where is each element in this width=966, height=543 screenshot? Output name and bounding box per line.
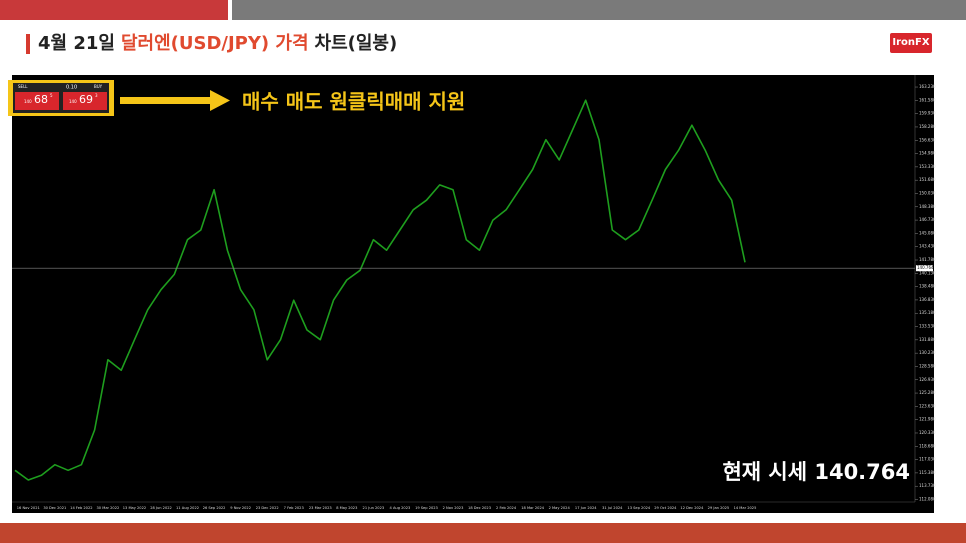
- current-price-note: 현재 시세 140.764: [722, 460, 910, 484]
- y-tick-label: 126.930: [919, 377, 936, 382]
- y-tick-label: 112.080: [919, 497, 936, 502]
- y-tick-label: 145.080: [919, 230, 936, 235]
- x-tick-label: 2 Feb 2024: [496, 506, 517, 510]
- x-tick-label: 23 Dec 2022: [256, 506, 279, 510]
- x-tick-label: 2 May 2024: [549, 506, 571, 510]
- y-tick-label: 156.630: [919, 137, 936, 142]
- y-tick-label: 117.030: [919, 457, 936, 462]
- y-tick-label: 161.580: [919, 97, 936, 102]
- title-part: 4월 21일: [38, 33, 115, 54]
- y-tick-label: 125.280: [919, 390, 936, 395]
- y-tick-label: 128.580: [919, 363, 936, 368]
- y-tick-label: 158.280: [919, 124, 936, 129]
- y-tick-label: 148.380: [919, 204, 936, 209]
- x-tick-label: 9 Nov 2022: [230, 506, 251, 510]
- x-tick-label: 19 Sep 2023: [415, 506, 438, 510]
- sell-pips: 68: [34, 93, 48, 106]
- x-tick-label: 30 Mar 2022: [97, 506, 120, 510]
- y-tick-label: 131.880: [919, 337, 936, 342]
- current-price-box: [916, 265, 933, 272]
- y-tick-label: 141.780: [919, 257, 936, 262]
- lot-size: 0.10: [66, 85, 77, 91]
- x-tick-label: 7 Feb 2023: [284, 506, 304, 510]
- buy-button[interactable]: [63, 92, 107, 110]
- y-tick-label: 140.130: [919, 270, 936, 275]
- x-tick-label: 29 Oct 2024: [654, 506, 677, 510]
- y-tick-label: 133.530: [919, 324, 936, 329]
- y-tick-label: 121.980: [919, 417, 936, 422]
- top-bar-gray: [232, 0, 966, 20]
- x-tick-label: 13 May 2022: [123, 506, 146, 510]
- x-tick-label: 12 Dec 2024: [680, 506, 704, 510]
- x-tick-label: 28 Jun 2022: [150, 506, 172, 510]
- x-tick-label: 16 Nov 2021: [17, 506, 40, 510]
- x-tick-label: 26 Sep 2022: [203, 506, 226, 510]
- top-bar-red: [0, 0, 228, 20]
- x-tick-label: 18 Dec 2023: [468, 506, 491, 510]
- callout: 매수 매도 원클릭매매 지원: [242, 90, 465, 114]
- y-tick-label: 151.680: [919, 177, 936, 182]
- title-highlight: 달러엔(USD/JPY) 가격: [120, 33, 309, 54]
- price-line: [14, 99, 746, 481]
- x-tick-label: 4 Aug 2023: [390, 506, 411, 510]
- y-tick-label: 150.030: [919, 190, 936, 195]
- y-tick-label: 163.230: [919, 84, 936, 89]
- sell-label: SELL: [18, 84, 28, 89]
- y-tick-label: 130.230: [919, 350, 936, 355]
- x-tick-label: 14 Mar 2025: [734, 506, 757, 510]
- y-tick-label: 115.380: [919, 470, 936, 475]
- x-tick-label: 23 Mar 2023: [309, 506, 332, 510]
- y-tick-label: 113.730: [919, 483, 936, 488]
- arrow-shaft: [120, 97, 212, 104]
- x-tick-label: 21 Jun 2023: [363, 506, 385, 510]
- slide-title: 4월 21일 달러엔(USD/JPY) 가격 차트(일봉): [26, 34, 403, 54]
- current-price-label: 140.764: [917, 265, 934, 270]
- y-tick-label: 123.630: [919, 403, 936, 408]
- y-tick-label: 153.330: [919, 164, 936, 169]
- chart-panel: [12, 75, 934, 513]
- x-tick-label: 29 Jan 2025: [708, 506, 730, 510]
- buy-fraction: 3: [95, 93, 98, 98]
- y-tick-label: 146.730: [919, 217, 936, 222]
- sell-price: 140: [24, 99, 32, 104]
- logo: IronFX: [890, 33, 932, 53]
- x-tick-label: 11 Aug 2022: [176, 506, 199, 510]
- y-tick-label: 138.480: [919, 284, 936, 289]
- x-tick-label: 30 Dec 2021: [43, 506, 66, 510]
- x-tick-label: 18 Mar 2024: [521, 506, 544, 510]
- sell-fraction: 5: [50, 93, 53, 98]
- buy-label: BUY: [94, 84, 103, 89]
- x-tick-label: 2 Nov 2023: [443, 506, 464, 510]
- y-tick-label: 118.680: [919, 443, 936, 448]
- y-tick-label: 159.930: [919, 111, 936, 116]
- y-tick-label: 143.430: [919, 244, 936, 249]
- x-tick-label: 31 Jul 2024: [602, 506, 623, 510]
- arrow-head: [210, 90, 230, 111]
- x-tick-label: 17 Jun 2024: [575, 506, 597, 510]
- y-tick-label: 136.830: [919, 297, 936, 302]
- y-tick-label: 154.980: [919, 151, 936, 156]
- y-tick-label: 120.330: [919, 430, 936, 435]
- x-tick-label: 13 Sep 2024: [627, 506, 650, 510]
- title-part: 차트(일봉): [314, 33, 398, 54]
- y-tick-label: 135.180: [919, 310, 936, 315]
- x-tick-label: 14 Feb 2022: [70, 506, 92, 510]
- x-tick-label: 8 May 2023: [336, 506, 357, 510]
- buy-pips: 69: [79, 93, 93, 106]
- buy-price: 140: [69, 99, 77, 104]
- sell-button[interactable]: [15, 92, 59, 110]
- bottom-bar: [0, 523, 966, 543]
